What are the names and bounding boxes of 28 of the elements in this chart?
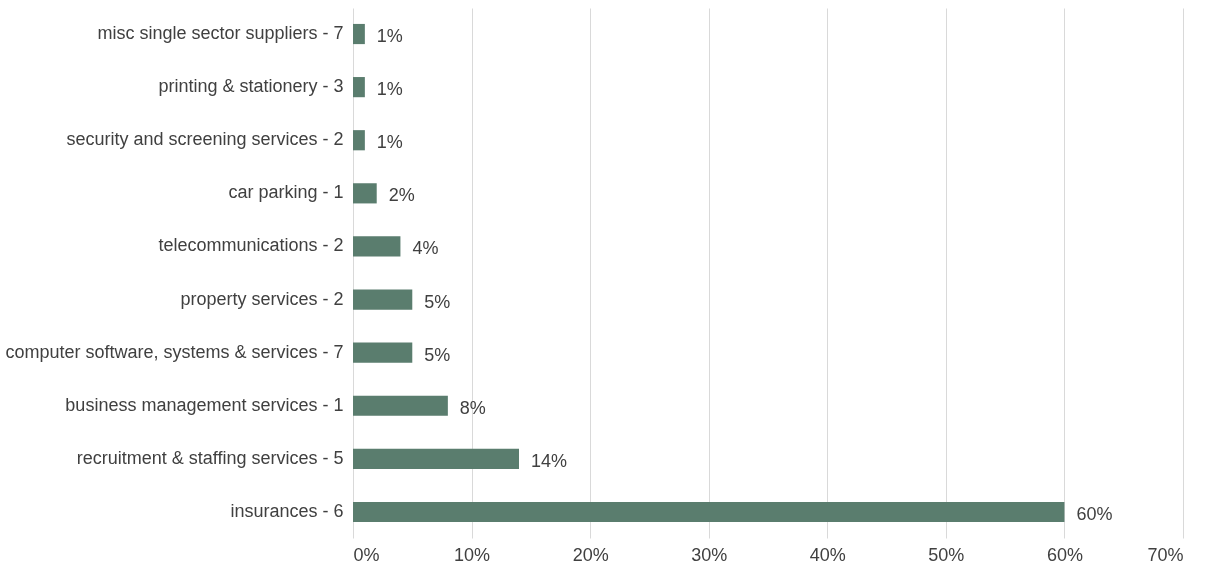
- y-tick-label: misc single sector suppliers - 7: [97, 23, 344, 44]
- x-tick-label: 30%: [691, 544, 728, 565]
- data-label: 1%: [376, 26, 403, 47]
- x-tick-label: 20%: [572, 544, 609, 565]
- x-tick-label: 0%: [353, 544, 380, 565]
- data-label: 5%: [424, 344, 451, 365]
- x-tick-label: 70%: [1147, 544, 1184, 565]
- y-tick-label: property services - 2: [180, 288, 344, 309]
- y-tick-label: security and screening services - 2: [66, 129, 344, 150]
- data-label: 8%: [459, 397, 486, 418]
- x-tick-label: 10%: [454, 544, 491, 565]
- y-tick-label: business management services - 1: [65, 394, 344, 415]
- data-label: 1%: [376, 132, 403, 153]
- x-tick-label: 60%: [1046, 544, 1083, 565]
- y-tick-label: insurances - 6: [230, 500, 344, 521]
- y-tick-label: car parking - 1: [228, 182, 344, 203]
- x-tick-label: 40%: [809, 544, 846, 565]
- data-label: 14%: [531, 450, 568, 471]
- y-tick-label: printing & stationery - 3: [158, 76, 344, 97]
- y-tick-label: telecommunications - 2: [158, 235, 344, 256]
- x-tick-label: 50%: [928, 544, 965, 565]
- y-tick-label: computer software, systems & services - 7: [5, 341, 344, 362]
- data-label: 1%: [376, 79, 403, 100]
- data-label: 4%: [412, 238, 439, 259]
- y-tick-label: recruitment & staffing services - 5: [76, 447, 344, 468]
- data-label: 2%: [388, 185, 415, 206]
- data-label: 5%: [424, 291, 451, 312]
- data-label: 60%: [1076, 503, 1113, 524]
